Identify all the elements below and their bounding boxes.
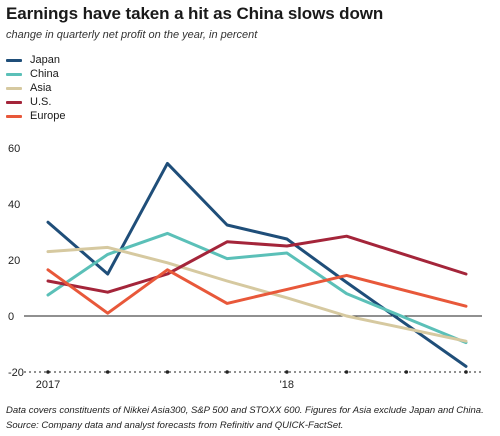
x-tick-mark [105,370,110,374]
legend-swatch-japan [6,58,22,62]
series-line-asia [46,245,468,343]
chart-title: Earnings have taken a hit as China slows… [6,4,384,23]
y-tick-label: 60 [8,143,20,155]
x-tick-label: '18 [280,379,294,391]
legend-swatch-europe [6,114,22,118]
x-tick-label: 2017 [36,379,60,391]
legend-item-asia: Asia [6,81,65,95]
y-tick-label: 40 [8,199,20,211]
x-tick-mark [344,370,349,374]
legend-item-japan: Japan [6,53,65,67]
series-line-us [46,234,468,294]
x-tick-mark [46,370,50,374]
footnote-note: Data covers constituents of Nikkei Asia3… [6,405,484,416]
chart-subtitle: change in quarterly net profit on the ye… [6,29,258,41]
footnote-source: Source: Company data and analyst forecas… [6,420,344,431]
legend-swatch-us [6,100,22,104]
series-line-japan [46,161,468,368]
x-tick-mark [285,370,289,374]
series-line-europe [46,268,468,315]
legend-item-europe: Europe [6,109,65,123]
chart-legend: Japan China Asia U.S. Europe [6,53,65,123]
y-tick-label: 0 [8,311,14,323]
legend-label-japan: Japan [30,54,60,66]
legend-item-us: U.S. [6,95,65,109]
legend-label-asia: Asia [30,82,52,94]
x-tick-mark [404,370,409,374]
legend-swatch-asia [6,86,22,90]
x-tick-mark [165,370,170,374]
legend-label-us: U.S. [30,96,52,108]
x-tick-mark [225,370,229,374]
legend-item-china: China [6,67,65,81]
legend-label-europe: Europe [30,110,66,122]
x-tick-mark [464,370,468,374]
y-tick-label: 20 [8,255,20,267]
legend-label-china: China [30,68,59,80]
series-line-china [46,231,468,345]
y-tick-label: -20 [8,367,24,379]
legend-swatch-china [6,72,22,76]
